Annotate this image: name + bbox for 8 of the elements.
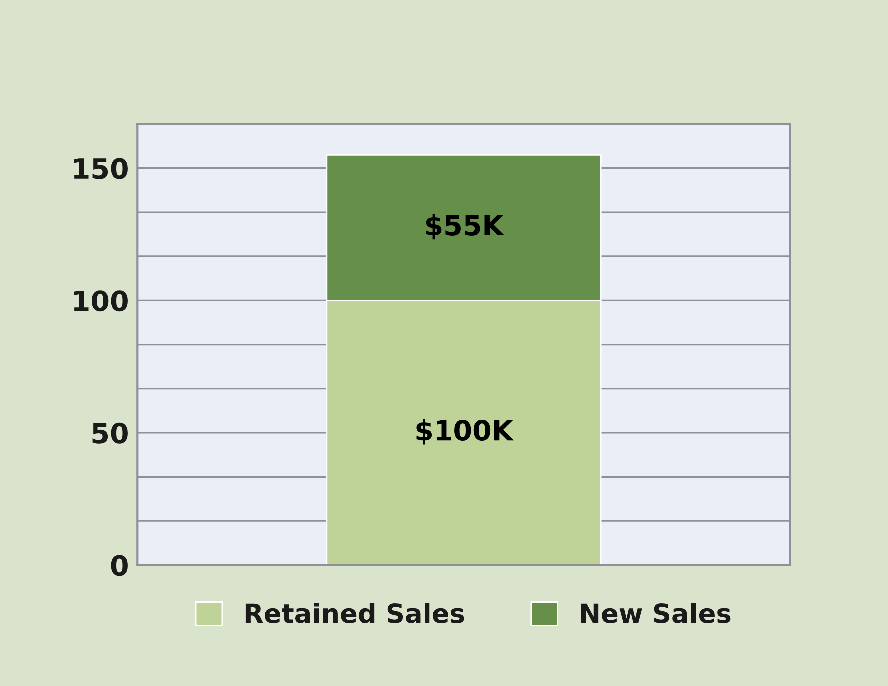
y-tick-label: 150 <box>74 158 128 180</box>
legend-label: New Sales <box>581 603 731 624</box>
y-tick-label: 100 <box>74 290 128 312</box>
y-tick-label: 50 <box>92 422 128 444</box>
data-label: $55K <box>426 214 505 240</box>
legend-label: Retained Sales <box>246 603 464 624</box>
y-tick-label: 0 <box>111 555 128 576</box>
data-label: $100K <box>416 420 514 445</box>
